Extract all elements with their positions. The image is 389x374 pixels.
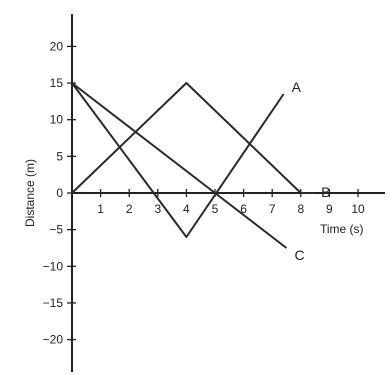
x-tick-label: 3 [154,202,161,216]
x-tick-label: 5 [212,202,219,216]
x-tick-label: 8 [297,202,304,216]
series-label-b: B [321,184,330,200]
y-tick-label: −5 [49,223,63,237]
x-tick-label: 10 [351,202,365,216]
x-tick-label: 1 [97,202,104,216]
y-axis-label: Distance (m) [23,159,37,227]
series-line-b [71,82,316,194]
series-line-c [71,82,288,249]
x-tick-label: 7 [269,202,276,216]
x-tick-label: 9 [326,202,333,216]
series-line-a [71,82,285,238]
y-axis-ticks: 20 15 10 5 0 −5 −10 −15 −20 [43,39,76,347]
series-lines: A B C [71,79,330,263]
y-tick-label: 0 [56,186,63,200]
x-axis-label: Time (s) [320,222,364,236]
x-axis-ticks: 1 2 3 4 5 6 7 8 9 10 [97,189,365,216]
x-tick-label: 2 [126,202,133,216]
y-tick-label: −10 [43,259,64,273]
series-label-c: C [295,247,305,263]
series-label-a: A [292,79,302,95]
y-tick-label: 15 [50,76,64,90]
y-tick-label: −20 [43,333,64,347]
y-tick-label: 5 [56,149,63,163]
y-tick-label: 10 [50,113,64,127]
x-tick-label: 4 [183,202,190,216]
y-tick-label: −15 [43,296,64,310]
y-tick-label: 20 [50,39,64,53]
x-tick-label: 6 [240,202,247,216]
axes [71,14,385,372]
